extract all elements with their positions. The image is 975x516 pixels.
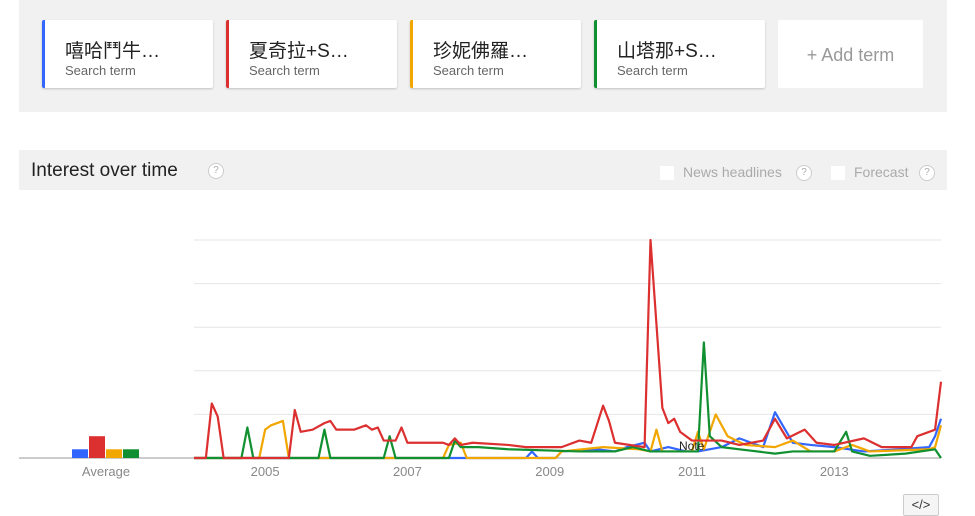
x-tick-label: 2007 [393, 464, 422, 479]
average-bar [89, 436, 105, 458]
forecast-checkbox[interactable] [831, 166, 845, 180]
help-icon[interactable]: ? [208, 163, 224, 179]
term-color-bar [410, 20, 413, 88]
term-sublabel: Search term [617, 63, 688, 78]
term-color-bar [594, 20, 597, 88]
news-headlines-label: News headlines [683, 164, 782, 180]
news-headlines-checkbox[interactable] [660, 166, 674, 180]
term-label: 珍妮佛羅… [433, 41, 529, 62]
series-line [194, 238, 943, 460]
interest-over-time-header: Interest over time ? News headlines ? Fo… [19, 150, 947, 190]
series-line [194, 341, 942, 460]
term-color-bar [42, 20, 45, 88]
x-tick-label: 2005 [251, 464, 280, 479]
average-bar [72, 449, 88, 458]
x-tick-label: 2009 [535, 464, 564, 479]
term-label: 山塔那+S… [617, 41, 717, 62]
search-term-card-1[interactable]: 嘻哈鬥牛… Search term [42, 20, 213, 88]
note-marker[interactable]: Note [679, 439, 705, 453]
section-title: Interest over time [31, 160, 178, 181]
embed-button[interactable]: </> [903, 494, 939, 516]
term-sublabel: Search term [249, 63, 320, 78]
term-sublabel: Search term [433, 63, 504, 78]
forecast-label: Forecast [854, 164, 909, 180]
average-bar [106, 449, 122, 458]
term-label: 夏奇拉+S… [249, 41, 349, 62]
term-color-bar [226, 20, 229, 88]
search-terms-bar: 嘻哈鬥牛… Search term 夏奇拉+S… Search term 珍妮佛羅…… [19, 0, 947, 112]
term-sublabel: Search term [65, 63, 136, 78]
news-help-icon[interactable]: ? [796, 165, 812, 181]
forecast-help-icon[interactable]: ? [919, 165, 935, 181]
search-term-card-3[interactable]: 珍妮佛羅… Search term [410, 20, 581, 88]
search-term-card-2[interactable]: 夏奇拉+S… Search term [226, 20, 397, 88]
average-bar [123, 449, 139, 458]
search-term-card-4[interactable]: 山塔那+S… Search term [594, 20, 765, 88]
average-label: Average [82, 464, 130, 479]
x-tick-label: 2013 [820, 464, 849, 479]
term-label: 嘻哈鬥牛… [65, 41, 161, 62]
x-tick-label: 2011 [678, 464, 706, 479]
add-term-button[interactable]: + Add term [778, 20, 923, 88]
